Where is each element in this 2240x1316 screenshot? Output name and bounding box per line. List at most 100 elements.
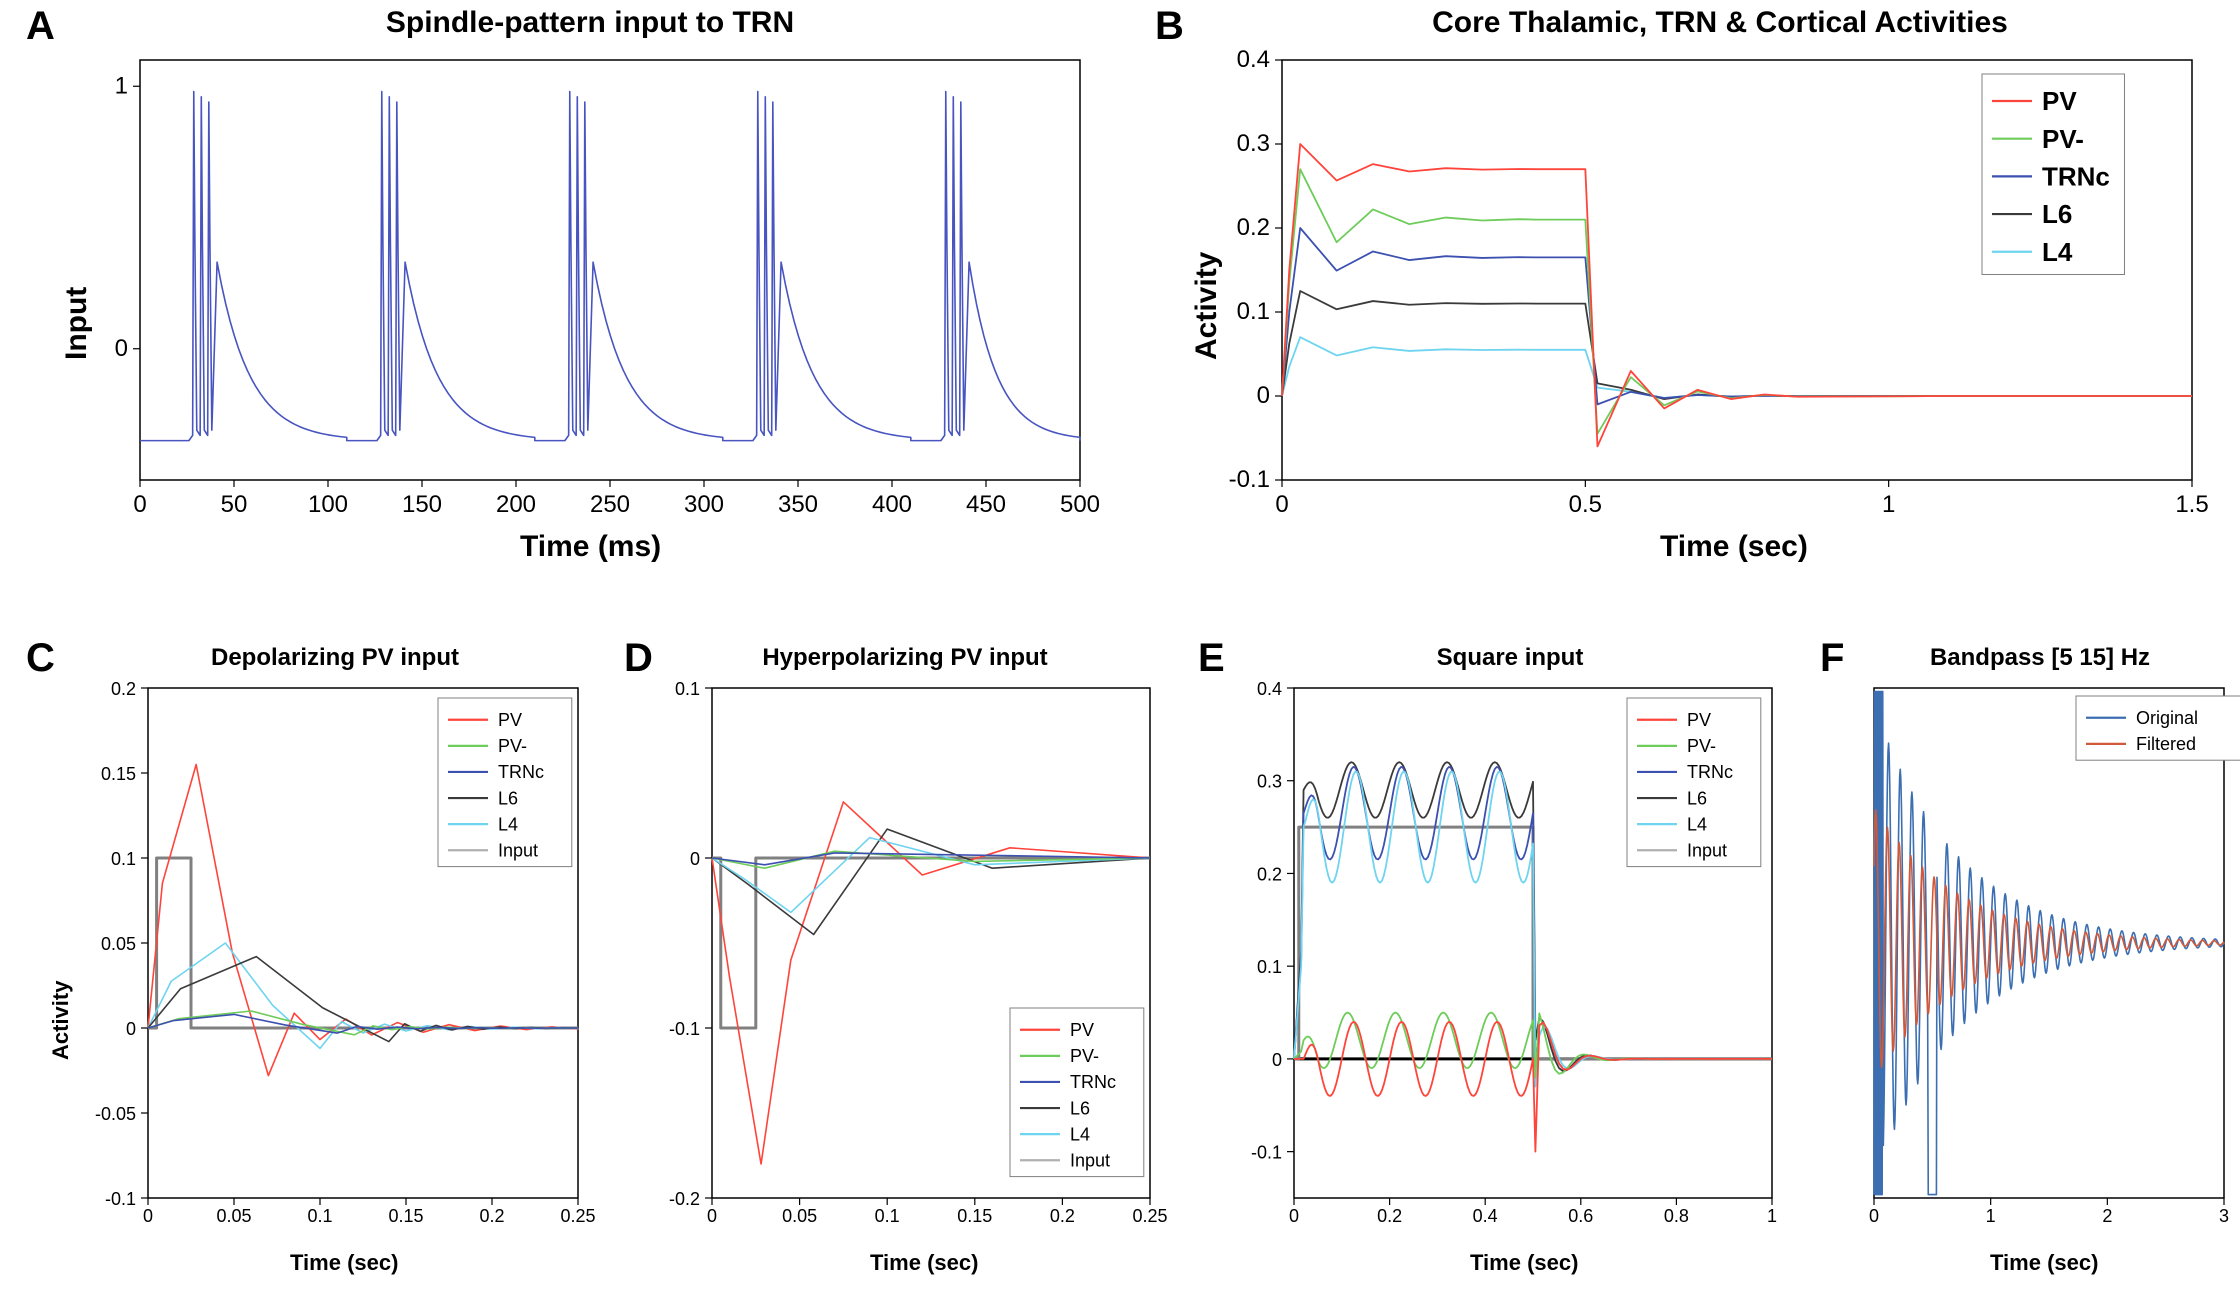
xlabel-f: Time (sec) xyxy=(1990,1250,2098,1276)
ylabel-a: Input xyxy=(60,287,94,360)
svg-text:0.25: 0.25 xyxy=(560,1206,595,1226)
svg-text:0.15: 0.15 xyxy=(101,764,136,784)
svg-text:0.05: 0.05 xyxy=(782,1206,817,1226)
svg-text:0: 0 xyxy=(1272,1050,1282,1070)
svg-text:0.3: 0.3 xyxy=(1237,130,1270,157)
svg-text:0: 0 xyxy=(143,1206,153,1226)
svg-text:-0.1: -0.1 xyxy=(1251,1143,1282,1163)
panel-f-svg: 0 1 2 3 Original Filtered xyxy=(1850,680,2240,1240)
svg-text:PV-: PV- xyxy=(1687,736,1716,756)
svg-text:L4: L4 xyxy=(498,814,518,834)
svg-text:1: 1 xyxy=(1882,491,1895,518)
svg-text:0.5: 0.5 xyxy=(1569,491,1602,518)
svg-text:Filtered: Filtered xyxy=(2136,734,2196,754)
xlabel-b: Time (sec) xyxy=(1660,530,1808,564)
panel-e-svg: 00.20.40.60.81-0.100.10.20.30.4PVPV-TRNc… xyxy=(1232,680,1792,1240)
panel-letter-f: F xyxy=(1820,636,1844,681)
svg-text:TRNc: TRNc xyxy=(498,762,544,782)
panel-title-a: Spindle-pattern input to TRN xyxy=(90,6,1090,40)
panel-letter-b: B xyxy=(1155,4,1184,49)
svg-text:Input: Input xyxy=(1687,841,1727,861)
xlabel-d: Time (sec) xyxy=(870,1250,978,1276)
panel-d-svg: 00.050.10.150.20.25-0.2-0.100.1PVPV-TRNc… xyxy=(650,680,1170,1240)
svg-text:0.4: 0.4 xyxy=(1257,680,1282,699)
svg-text:0.15: 0.15 xyxy=(957,1206,992,1226)
svg-text:300: 300 xyxy=(684,491,724,518)
panel-title-c: Depolarizing PV input xyxy=(90,644,580,672)
svg-text:PV-: PV- xyxy=(1070,1046,1099,1066)
panel-b-svg: 00.511.5-0.100.10.20.30.4PVPV-TRNcL6L4 xyxy=(1220,50,2220,520)
svg-text:-0.1: -0.1 xyxy=(669,1019,700,1039)
svg-text:L6: L6 xyxy=(1687,788,1707,808)
svg-text:L6: L6 xyxy=(1070,1098,1090,1118)
svg-text:-0.2: -0.2 xyxy=(669,1189,700,1209)
svg-text:PV-: PV- xyxy=(498,736,527,756)
svg-text:0.15: 0.15 xyxy=(388,1206,423,1226)
panel-letter-c: C xyxy=(26,636,55,681)
svg-text:0: 0 xyxy=(1275,491,1288,518)
svg-text:0: 0 xyxy=(707,1206,717,1226)
svg-text:L4: L4 xyxy=(2042,237,2073,267)
svg-text:0.25: 0.25 xyxy=(1132,1206,1167,1226)
svg-text:PV: PV xyxy=(498,710,522,730)
svg-text:400: 400 xyxy=(872,491,912,518)
svg-text:0.05: 0.05 xyxy=(216,1206,251,1226)
svg-text:0.1: 0.1 xyxy=(1237,298,1270,325)
svg-text:2: 2 xyxy=(2102,1206,2112,1226)
svg-text:0.3: 0.3 xyxy=(1257,772,1282,792)
svg-text:200: 200 xyxy=(496,491,536,518)
svg-text:450: 450 xyxy=(966,491,1006,518)
panel-title-b: Core Thalamic, TRN & Cortical Activities xyxy=(1230,6,2210,40)
svg-text:0: 0 xyxy=(1289,1206,1299,1226)
svg-text:0.2: 0.2 xyxy=(479,1206,504,1226)
svg-text:L6: L6 xyxy=(2042,199,2072,229)
svg-text:50: 50 xyxy=(221,491,248,518)
svg-text:0: 0 xyxy=(1257,382,1270,409)
panel-title-e: Square input xyxy=(1260,644,1760,672)
svg-text:350: 350 xyxy=(778,491,818,518)
svg-text:L6: L6 xyxy=(498,788,518,808)
svg-text:1: 1 xyxy=(1986,1206,1996,1226)
svg-text:TRNc: TRNc xyxy=(2042,161,2110,191)
svg-text:0.2: 0.2 xyxy=(111,680,136,699)
svg-text:1.5: 1.5 xyxy=(2175,491,2208,518)
panel-letter-e: E xyxy=(1198,636,1225,681)
svg-text:3: 3 xyxy=(2219,1206,2229,1226)
svg-text:Input: Input xyxy=(498,841,538,861)
svg-text:0.05: 0.05 xyxy=(101,934,136,954)
figure-root: A Spindle-pattern input to TRN Input Tim… xyxy=(0,0,2240,1316)
svg-text:Original: Original xyxy=(2136,708,2198,728)
svg-text:0: 0 xyxy=(690,849,700,869)
svg-text:-0.05: -0.05 xyxy=(95,1104,136,1124)
panel-a-svg: 05010015020025030035040045050001 xyxy=(90,50,1110,520)
svg-text:100: 100 xyxy=(308,491,348,518)
svg-text:PV-: PV- xyxy=(2042,124,2084,154)
svg-text:0.1: 0.1 xyxy=(875,1206,900,1226)
svg-text:1: 1 xyxy=(1767,1206,1777,1226)
panel-title-d: Hyperpolarizing PV input xyxy=(660,644,1150,672)
panel-c-svg: 00.050.10.150.20.25-0.1-0.0500.050.10.15… xyxy=(78,680,598,1240)
svg-text:0.1: 0.1 xyxy=(111,849,136,869)
svg-text:0: 0 xyxy=(126,1019,136,1039)
xlabel-e: Time (sec) xyxy=(1470,1250,1578,1276)
svg-text:500: 500 xyxy=(1060,491,1100,518)
svg-text:PV: PV xyxy=(1687,710,1711,730)
xlabel-a: Time (ms) xyxy=(520,530,661,564)
svg-text:0.2: 0.2 xyxy=(1050,1206,1075,1226)
svg-text:0.4: 0.4 xyxy=(1237,50,1270,73)
svg-text:TRNc: TRNc xyxy=(1687,762,1733,782)
ylabel-b: Activity xyxy=(1190,252,1224,360)
svg-text:1: 1 xyxy=(115,72,128,99)
svg-text:0.6: 0.6 xyxy=(1568,1206,1593,1226)
svg-text:0.2: 0.2 xyxy=(1377,1206,1402,1226)
svg-text:250: 250 xyxy=(590,491,630,518)
panel-title-f: Bandpass [5 15] Hz xyxy=(1860,644,2220,672)
svg-text:0: 0 xyxy=(1869,1206,1879,1226)
svg-text:TRNc: TRNc xyxy=(1070,1072,1116,1092)
svg-text:0: 0 xyxy=(115,335,128,362)
svg-text:150: 150 xyxy=(402,491,442,518)
svg-text:0.4: 0.4 xyxy=(1473,1206,1498,1226)
svg-text:Input: Input xyxy=(1070,1151,1110,1171)
svg-text:PV: PV xyxy=(1070,1020,1094,1040)
svg-text:PV: PV xyxy=(2042,86,2077,116)
